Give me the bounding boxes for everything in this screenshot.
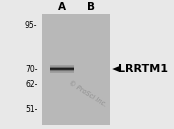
Bar xyxy=(50,71,74,72)
Text: A: A xyxy=(58,2,66,12)
Polygon shape xyxy=(112,66,120,72)
Bar xyxy=(50,69,74,70)
Bar xyxy=(50,70,74,71)
Bar xyxy=(50,65,74,66)
Bar xyxy=(42,14,110,125)
Text: 51-: 51- xyxy=(25,104,37,114)
Bar xyxy=(50,66,74,67)
Bar xyxy=(50,72,74,73)
Bar xyxy=(50,72,74,73)
Text: 95-: 95- xyxy=(25,21,37,30)
Bar xyxy=(50,66,74,67)
Text: LRRTM1: LRRTM1 xyxy=(118,64,168,74)
Text: 62-: 62- xyxy=(25,80,37,89)
Text: 70-: 70- xyxy=(25,64,37,74)
Bar xyxy=(50,68,74,69)
Bar xyxy=(50,65,74,66)
Bar xyxy=(50,68,74,69)
Bar xyxy=(50,70,74,71)
Bar xyxy=(50,69,74,70)
Bar xyxy=(50,67,74,68)
Text: © ProSci Inc.: © ProSci Inc. xyxy=(67,80,107,108)
Text: B: B xyxy=(87,2,95,12)
